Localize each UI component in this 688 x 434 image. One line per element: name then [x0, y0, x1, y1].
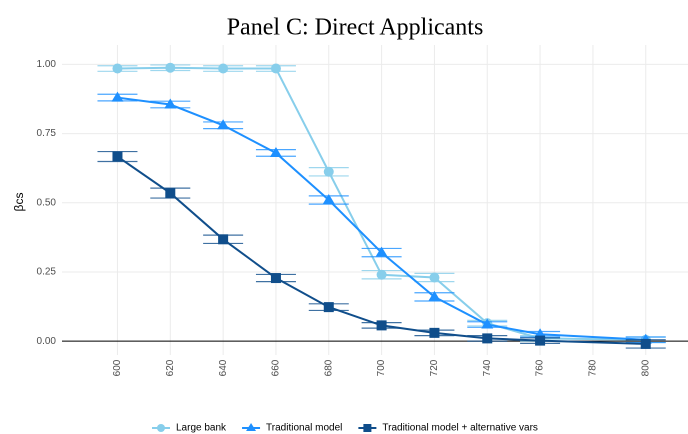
point [376, 269, 387, 280]
legend-label: Traditional model + alternative vars [382, 423, 538, 434]
point [217, 119, 230, 130]
x-tick-label: 720 [429, 359, 440, 376]
point [218, 234, 229, 245]
x-tick-label: 680 [323, 359, 334, 376]
series-line [116, 155, 646, 345]
series-line [117, 66, 646, 341]
point [165, 188, 176, 199]
point [323, 302, 334, 313]
legend-marker [363, 424, 372, 432]
y-tick-label: 0.00 [37, 336, 57, 347]
legend-label: Large bank [176, 423, 227, 434]
point [112, 63, 123, 74]
y-tick-label: 0.50 [37, 197, 57, 208]
point [535, 335, 546, 346]
point [111, 91, 124, 102]
legend-marker [246, 423, 257, 431]
y-axis-label: βcs [12, 193, 26, 212]
series-line [117, 96, 646, 341]
point [375, 246, 388, 257]
legend-label: Traditional model [266, 423, 342, 434]
x-tick-label: 760 [535, 359, 546, 376]
x-tick-label: 640 [218, 359, 229, 376]
x-tick-label: 780 [588, 359, 599, 376]
y-tick-label: 1.00 [37, 59, 57, 70]
point [482, 333, 493, 344]
point [112, 151, 123, 162]
x-tick-label: 700 [376, 359, 387, 376]
point [428, 290, 441, 301]
point [376, 320, 387, 331]
point [165, 62, 176, 73]
y-tick-label: 0.75 [37, 128, 57, 139]
x-tick-label: 620 [165, 359, 176, 376]
x-tick-label: 660 [271, 359, 282, 376]
point [429, 272, 440, 283]
x-tick-label: 740 [482, 359, 493, 376]
point [481, 318, 494, 329]
legend-marker [157, 424, 165, 432]
point [270, 273, 281, 284]
x-tick-label: 800 [640, 359, 651, 376]
point [218, 63, 229, 74]
y-tick-label: 0.25 [37, 267, 57, 278]
point [164, 98, 177, 109]
x-tick-label: 600 [112, 359, 123, 376]
point [323, 166, 334, 177]
point [429, 327, 440, 338]
point [269, 146, 282, 157]
point [270, 63, 281, 74]
point [322, 194, 335, 204]
chart-title: Panel C: Direct Applicants [227, 15, 484, 41]
point [640, 338, 651, 349]
